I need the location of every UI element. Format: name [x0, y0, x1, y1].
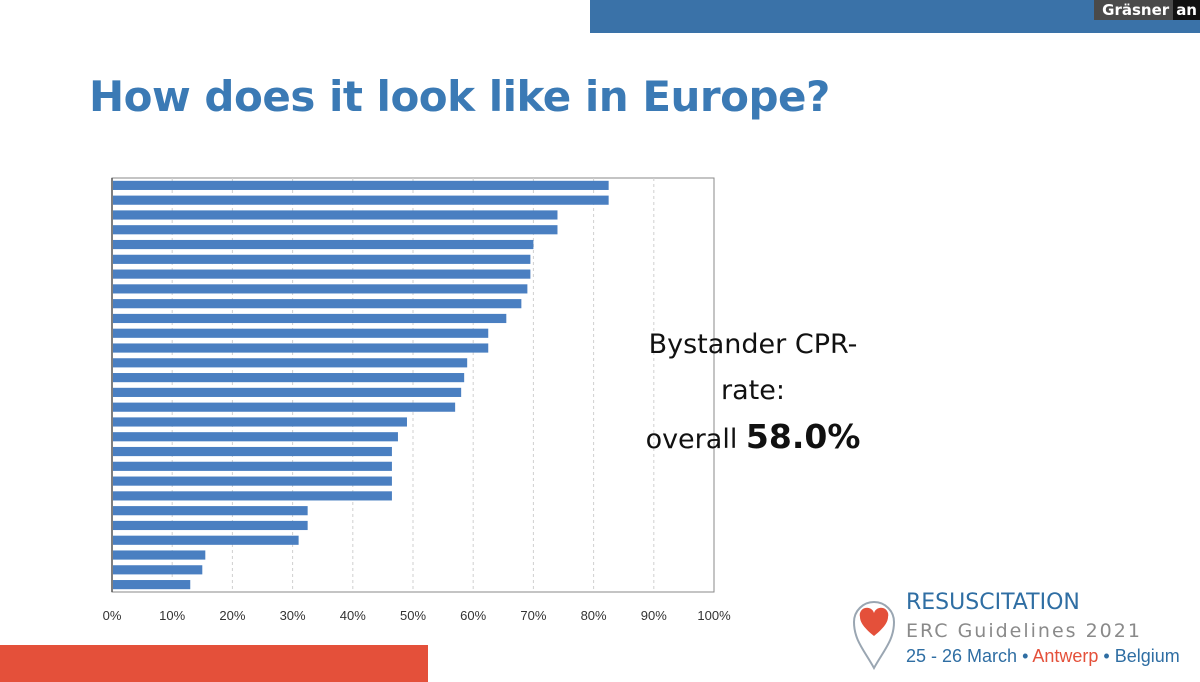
bar [113, 328, 489, 338]
bar [113, 491, 392, 501]
bar [113, 225, 558, 235]
bar [113, 180, 609, 190]
resuscitation-logo: RESUSCITATION ERC Guidelines 2021 25 - 2… [850, 590, 1200, 682]
bar [113, 402, 456, 412]
logo-event-line: 25 - 26 March • Antwerp • Belgium [906, 646, 1180, 666]
event-country: Belgium [1114, 646, 1180, 666]
speaker-name-extra: an [1173, 0, 1200, 20]
x-tick-label: 70% [520, 608, 546, 623]
bar [113, 343, 489, 353]
speaker-name: Gräsner [1102, 1, 1170, 19]
bar [113, 299, 522, 309]
bar [113, 269, 531, 279]
callout-line1: Bystander CPR- [648, 329, 858, 360]
x-tick-label: 90% [641, 608, 667, 623]
bar [113, 432, 398, 442]
event-date: 25 - 26 March [906, 646, 1018, 666]
bar [113, 417, 407, 427]
callout-value: 58.0% [745, 417, 861, 456]
bar [113, 254, 531, 264]
logo-subtitle: ERC Guidelines 2021 [906, 620, 1142, 642]
bar [113, 387, 462, 397]
bar [113, 446, 392, 457]
bar [113, 580, 191, 590]
x-tick-label: 80% [581, 608, 607, 623]
bar [113, 195, 609, 205]
logo-wordmark: RESUSCITATION [906, 590, 1080, 615]
x-tick-label: 30% [280, 608, 306, 623]
x-tick-label: 10% [159, 608, 185, 623]
x-tick-label: 60% [460, 608, 486, 623]
slide-title: How does it look like in Europe? [89, 72, 830, 121]
x-tick-label: 0% [103, 608, 122, 623]
speaker-name-tag: Gräsner an [1094, 0, 1200, 20]
x-tick-label: 50% [400, 608, 426, 623]
bar [113, 565, 203, 575]
event-city: Antwerp [1032, 646, 1099, 666]
callout-box: Bystander CPR- rate: overall 58.0% [608, 322, 898, 463]
bar [113, 520, 308, 531]
x-tick-label: 100% [697, 608, 731, 623]
bar [113, 476, 392, 486]
bar [113, 210, 558, 220]
x-tick-label: 40% [340, 608, 366, 623]
bar [113, 550, 206, 560]
bar [113, 461, 392, 471]
bar [113, 373, 465, 383]
bar [113, 506, 308, 516]
bar [113, 284, 528, 294]
callout-line2: rate: [721, 375, 785, 406]
bar [113, 535, 299, 545]
bar [113, 239, 534, 250]
callout-prefix: overall [645, 424, 738, 455]
bar [113, 313, 507, 324]
bar [113, 358, 468, 368]
x-tick-label: 20% [219, 608, 245, 623]
bottom-accent-bar [0, 645, 428, 682]
heart-pin-icon [852, 601, 896, 670]
callout-line3: overall 58.0% [608, 414, 898, 463]
